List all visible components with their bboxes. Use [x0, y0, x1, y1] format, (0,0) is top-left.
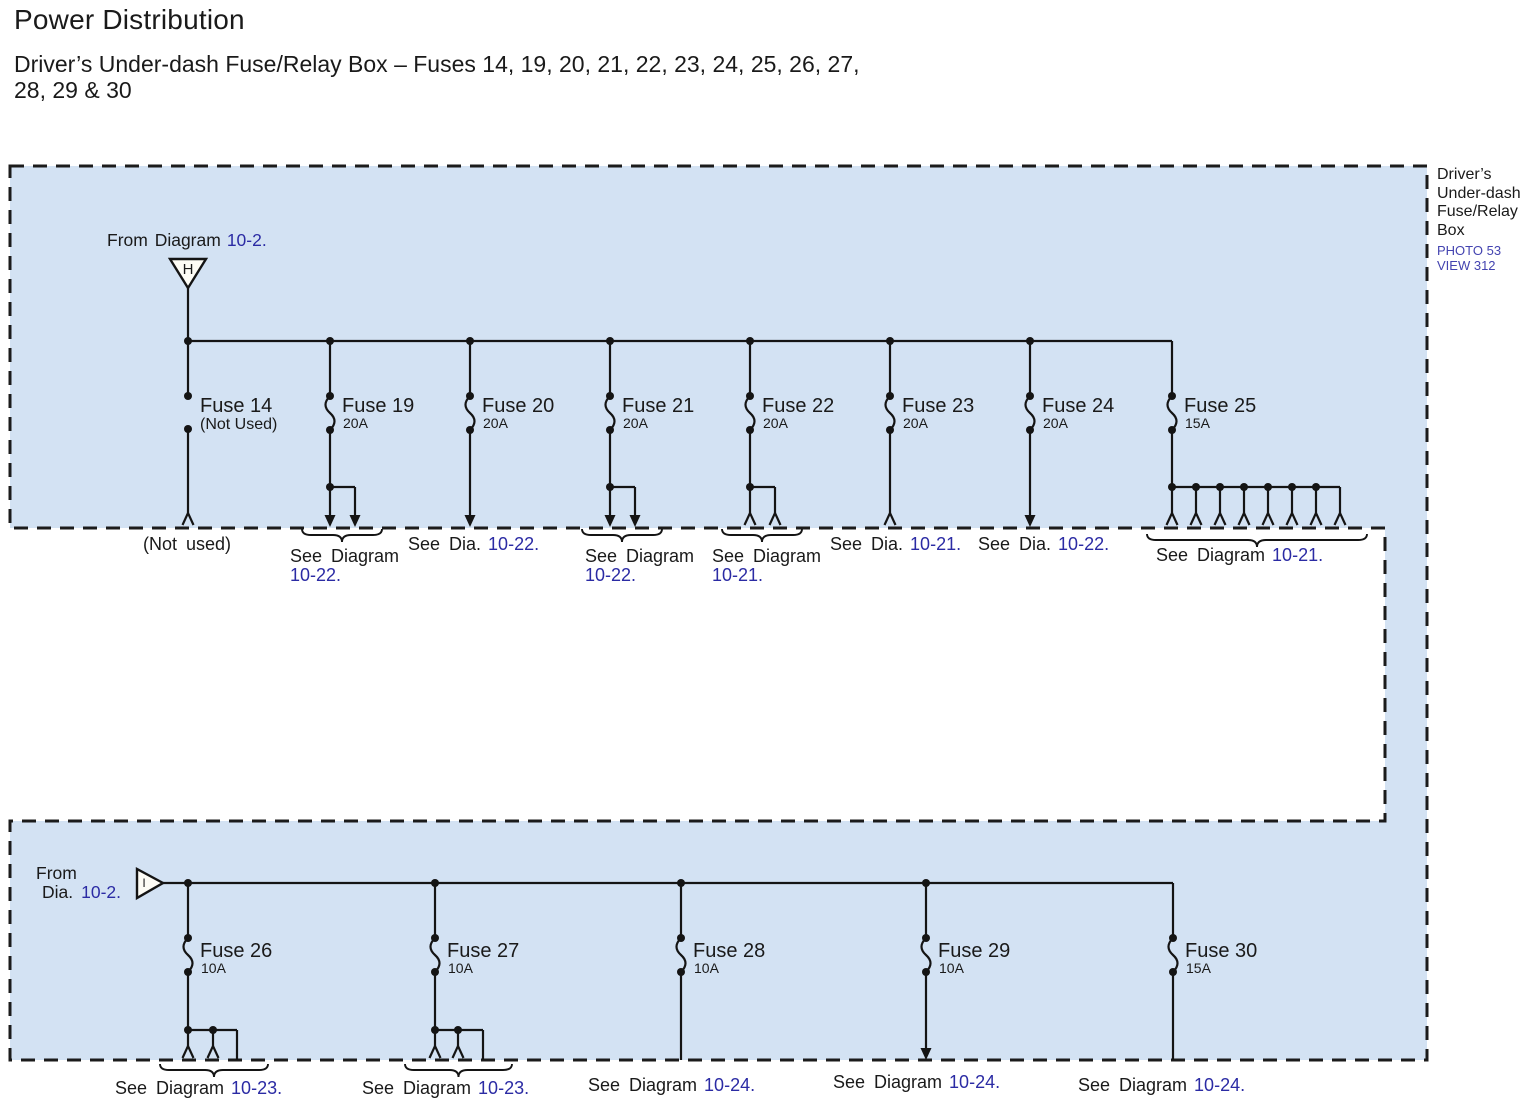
dest-fuse23: See Dia. 10-21. — [830, 534, 962, 554]
dest-fuse28: See Diagram 10-24. — [588, 1075, 756, 1095]
fuse29-label: Fuse 29 — [938, 940, 1011, 962]
diagram-ref-link[interactable]: 10-24. — [1194, 1075, 1246, 1095]
fuse30-label: Fuse 30 — [1185, 940, 1258, 962]
source-label-top: From Diagram 10-2. — [107, 231, 267, 250]
fuse21-label: Fuse 21 — [622, 395, 695, 417]
fuse28-amps: 10A — [694, 960, 719, 976]
connector-h-triangle — [167, 257, 209, 291]
fuse25-amps: 15A — [1185, 415, 1210, 431]
dest-not-used: (Not used) — [143, 534, 232, 554]
fuse28-label: Fuse 28 — [693, 940, 766, 962]
dest-fuse25: See Diagram 10-21. — [1156, 545, 1324, 565]
dest-fuse20: See Dia. 10-22. — [408, 534, 540, 554]
dest-prefix: See Diagram — [833, 1072, 943, 1092]
dest-fuse30: See Diagram 10-24. — [1078, 1075, 1246, 1095]
caption-line: Box — [1437, 221, 1465, 239]
diagram-ref-link[interactable]: 10-24. — [704, 1075, 756, 1095]
diagram-ref-link[interactable]: 10-23. — [478, 1078, 530, 1098]
caption-line: Driver’s — [1437, 166, 1492, 183]
dest-prefix: See Diagram — [290, 546, 400, 566]
junction-dots — [184, 337, 1320, 1034]
fuse22-label: Fuse 22 — [762, 395, 835, 417]
diagram-ref-link[interactable]: 10-21. — [1272, 545, 1324, 565]
fuse29-amps: 10A — [939, 960, 964, 976]
dest-prefix: See Diagram — [1156, 545, 1266, 565]
diagram-ref-link[interactable]: 10-2. — [226, 230, 267, 250]
diagram-ref-link[interactable]: 10-2. — [81, 882, 122, 902]
page-subtitle: Driver’s Under-dash Fuse/Relay Box – Fus… — [14, 51, 860, 103]
fuse-box-region — [8, 164, 1429, 1062]
fuse24-amps: 20A — [1043, 415, 1068, 431]
dest-fuse19: See Diagram 10-22. — [290, 546, 400, 586]
subtitle-line2: 28, 29 & 30 — [14, 77, 132, 103]
diagram-ref-link[interactable]: 10-21. — [910, 534, 962, 554]
connector-i-triangle — [135, 866, 166, 901]
dest-fuse29: See Diagram 10-24. — [833, 1072, 1001, 1092]
fuse22-amps: 20A — [763, 415, 788, 431]
diagram-ref-link[interactable]: 10-22. — [1058, 534, 1110, 554]
connector-i-label: I — [142, 876, 146, 890]
diagram-ref-link[interactable]: 10-23. — [231, 1078, 283, 1098]
subtitle-line1: Driver’s Under-dash Fuse/Relay Box – Fus… — [14, 51, 860, 77]
fuse14-detail: (Not Used) — [200, 416, 278, 433]
dest-prefix: See Diagram — [1078, 1075, 1188, 1095]
dest-prefix: See Dia. — [978, 534, 1052, 554]
dest-fuse24: See Dia. 10-22. — [978, 534, 1110, 554]
diagram-ref-link[interactable]: 10-22. — [585, 565, 637, 586]
fuse19-label: Fuse 19 — [342, 395, 415, 417]
fuse20-label: Fuse 20 — [482, 395, 555, 417]
fuse24-label: Fuse 24 — [1042, 395, 1115, 417]
wires — [163, 288, 1342, 1060]
fuse20-amps: 20A — [483, 415, 508, 431]
dest-fuse27: See Diagram 10-23. — [362, 1078, 530, 1098]
source-prefix: From Diagram — [107, 230, 221, 250]
caption-line: Fuse/Relay — [1437, 203, 1518, 220]
dest-prefix: See Diagram — [115, 1078, 225, 1098]
fuse26-amps: 10A — [201, 960, 226, 976]
fuse-box-caption: Driver’s Under-dash Fuse/Relay Box PHOTO… — [1437, 166, 1521, 273]
photo-reference-link[interactable]: PHOTO 53 — [1437, 243, 1502, 258]
group-braces — [159, 528, 1368, 1078]
fuse14-label: Fuse 14 — [200, 395, 273, 417]
source-prefix: Dia. — [42, 882, 74, 902]
view-reference-link[interactable]: VIEW 312 — [1437, 258, 1496, 273]
diagram-ref-link[interactable]: 10-21. — [712, 565, 764, 586]
fuse30-amps: 15A — [1186, 960, 1211, 976]
dest-fuse21: See Diagram 10-22. — [585, 546, 695, 586]
fuse23-amps: 20A — [903, 415, 928, 431]
caption-line: Under-dash — [1437, 184, 1521, 202]
fuse25-label: Fuse 25 — [1184, 395, 1257, 417]
diagram-ref-link[interactable]: 10-22. — [488, 534, 540, 554]
connector-h-label: H — [182, 261, 194, 278]
dest-fuse26: See Diagram 10-23. — [115, 1078, 283, 1098]
dest-fuse22: See Diagram 10-21. — [712, 546, 822, 586]
dest-prefix: See Dia. — [408, 534, 482, 554]
dest-prefix: See Diagram — [588, 1075, 698, 1095]
page-title: Power Distribution — [14, 4, 245, 35]
source-label-bottom-line2: Dia. 10-2. — [42, 883, 121, 902]
diagram-ref-link[interactable]: 10-22. — [290, 565, 342, 586]
fuse21-amps: 20A — [623, 415, 648, 431]
source-label-bottom-line1: From — [36, 863, 77, 883]
dest-prefix: See Dia. — [830, 534, 904, 554]
dest-prefix: See Diagram — [712, 546, 822, 566]
fuse27-label: Fuse 27 — [447, 940, 520, 962]
dest-prefix: See Diagram — [585, 546, 695, 566]
fuse26-label: Fuse 26 — [200, 940, 273, 962]
terminal-chevrons — [181, 510, 1347, 1059]
fuse27-amps: 10A — [448, 960, 473, 976]
arrowheads — [324, 515, 1036, 1060]
dest-prefix: See Diagram — [362, 1078, 472, 1098]
fuse19-amps: 20A — [343, 415, 368, 431]
diagram-ref-link[interactable]: 10-24. — [949, 1072, 1001, 1092]
fuse23-label: Fuse 23 — [902, 395, 975, 417]
